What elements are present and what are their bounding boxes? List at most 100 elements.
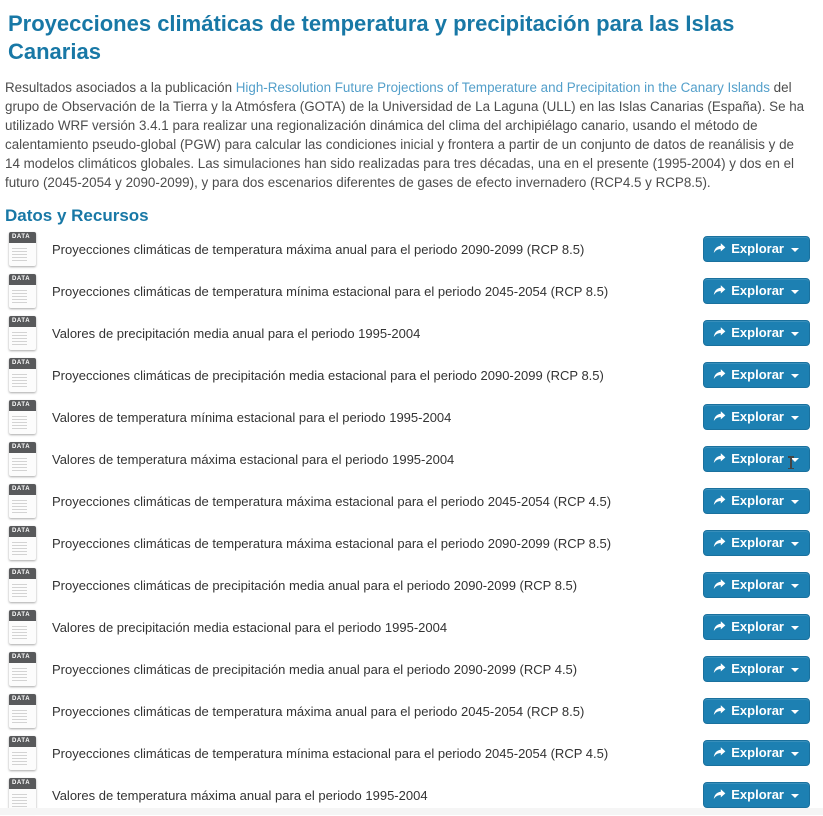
resource-row: DATA Proyecciones climáticas de precipit… [5, 354, 811, 396]
caret-down-icon [791, 289, 799, 294]
caret-down-icon [791, 709, 799, 714]
data-file-icon-label: DATA [9, 694, 36, 705]
resource-row: DATA Proyecciones climáticas de precipit… [5, 564, 811, 606]
data-file-icon-textlines [12, 416, 27, 430]
share-arrow-icon [713, 368, 726, 381]
caret-down-icon [791, 751, 799, 756]
resource-title-link[interactable]: Proyecciones climáticas de precipitación… [52, 577, 578, 593]
data-file-icon-textlines [12, 500, 27, 514]
data-resources-heading: Datos y Recursos [5, 206, 149, 225]
resource-title-link[interactable]: Proyecciones climáticas de precipitación… [52, 661, 578, 677]
explore-button[interactable]: Explorar [703, 698, 810, 724]
resource-title-link[interactable]: Valores de temperatura máxima estacional… [52, 451, 455, 467]
data-file-icon: DATA [9, 442, 36, 476]
resource-title-link[interactable]: Proyecciones climáticas de temperatura m… [52, 283, 609, 299]
explore-button[interactable]: Explorar [703, 782, 810, 808]
share-arrow-icon [713, 746, 726, 759]
share-arrow-icon [713, 536, 726, 549]
resource-title-link[interactable]: Valores de precipitación media estaciona… [52, 619, 448, 635]
resource-title-link[interactable]: Proyecciones climáticas de temperatura m… [52, 241, 585, 257]
resource-title-link[interactable]: Valores de precipitación media anual par… [52, 325, 421, 341]
share-arrow-icon [713, 326, 726, 339]
description-text-before: Resultados asociados a la publicación [5, 80, 236, 95]
resource-title-link[interactable]: Proyecciones climáticas de temperatura m… [52, 745, 609, 761]
caret-down-icon [791, 499, 799, 504]
explore-button[interactable]: Explorar [703, 614, 810, 640]
explore-button[interactable]: Explorar [703, 572, 810, 598]
data-file-icon-label: DATA [9, 442, 36, 453]
explore-button[interactable]: Explorar [703, 740, 810, 766]
explore-button[interactable]: Explorar [703, 446, 810, 472]
data-file-icon-label: DATA [9, 400, 36, 411]
resource-row: DATA Valores de temperatura máxima anual… [5, 774, 811, 816]
explore-button[interactable]: Explorar [703, 236, 810, 262]
resource-row: DATA Proyecciones climáticas de temperat… [5, 732, 811, 774]
explore-button[interactable]: Explorar [703, 320, 810, 346]
share-arrow-icon [713, 410, 726, 423]
dataset-page: Proyecciones climáticas de temperatura y… [0, 10, 823, 816]
data-file-icon-label: DATA [9, 358, 36, 369]
caret-down-icon [791, 667, 799, 672]
explore-button[interactable]: Explorar [703, 278, 810, 304]
explore-button[interactable]: Explorar [703, 488, 810, 514]
share-arrow-icon [713, 662, 726, 675]
resource-title-link[interactable]: Proyecciones climáticas de temperatura m… [52, 493, 612, 509]
explore-button-label: Explorar [731, 787, 784, 802]
caret-down-icon [791, 583, 799, 588]
resource-row: DATA Proyecciones climáticas de temperat… [5, 270, 811, 312]
data-file-icon-label: DATA [9, 316, 36, 327]
explore-button[interactable]: Explorar [703, 656, 810, 682]
data-file-icon-label: DATA [9, 652, 36, 663]
explore-button-label: Explorar [731, 451, 784, 466]
resource-title-link[interactable]: Proyecciones climáticas de temperatura m… [52, 703, 585, 719]
caret-down-icon [791, 247, 799, 252]
data-file-icon-label: DATA [9, 568, 36, 579]
share-arrow-icon [713, 620, 726, 633]
explore-button-label: Explorar [731, 577, 784, 592]
data-file-icon: DATA [9, 316, 36, 350]
data-file-icon-textlines [12, 332, 27, 346]
data-file-icon-textlines [12, 752, 27, 766]
data-file-icon: DATA [9, 736, 36, 770]
caret-down-icon [791, 541, 799, 546]
dataset-description: Resultados asociados a la publicación Hi… [5, 78, 811, 192]
explore-button[interactable]: Explorar [703, 530, 810, 556]
data-file-icon-label: DATA [9, 778, 36, 789]
text-cursor-pointer [788, 456, 794, 469]
resource-row: DATA Proyecciones climáticas de temperat… [5, 228, 811, 270]
resource-row: DATA Valores de temperatura máxima estac… [5, 438, 811, 480]
data-file-icon-label: DATA [9, 484, 36, 495]
data-file-icon-textlines [12, 668, 27, 682]
caret-down-icon [791, 793, 799, 798]
resource-row: DATA Proyecciones climáticas de temperat… [5, 690, 811, 732]
explore-button-label: Explorar [731, 241, 784, 256]
resource-title-link[interactable]: Valores de temperatura máxima anual para… [52, 787, 428, 803]
data-file-icon-label: DATA [9, 736, 36, 747]
data-file-icon-textlines [12, 374, 27, 388]
share-arrow-icon [713, 578, 726, 591]
publication-link[interactable]: High-Resolution Future Projections of Te… [235, 80, 770, 95]
explore-button[interactable]: Explorar [703, 404, 810, 430]
page-title: Proyecciones climáticas de temperatura y… [8, 11, 735, 64]
data-file-icon-textlines [12, 626, 27, 640]
explore-button-label: Explorar [731, 661, 784, 676]
data-file-icon: DATA [9, 568, 36, 602]
explore-button[interactable]: Explorar [703, 362, 810, 388]
data-file-icon-textlines [12, 248, 27, 262]
explore-button-label: Explorar [731, 535, 784, 550]
caret-down-icon [791, 373, 799, 378]
explore-button-label: Explorar [731, 493, 784, 508]
resource-title-link[interactable]: Valores de temperatura mínima estacional… [52, 409, 452, 425]
explore-button-label: Explorar [731, 283, 784, 298]
data-file-icon: DATA [9, 610, 36, 644]
data-file-icon: DATA [9, 526, 36, 560]
resource-title-link[interactable]: Proyecciones climáticas de temperatura m… [52, 535, 612, 551]
resource-row: DATA Proyecciones climáticas de temperat… [5, 522, 811, 564]
resource-row: DATA Proyecciones climáticas de precipit… [5, 648, 811, 690]
data-file-icon-label: DATA [9, 526, 36, 537]
explore-button-label: Explorar [731, 745, 784, 760]
data-file-icon: DATA [9, 778, 36, 812]
share-arrow-icon [713, 242, 726, 255]
resource-title-link[interactable]: Proyecciones climáticas de precipitación… [52, 367, 604, 383]
share-arrow-icon [713, 452, 726, 465]
